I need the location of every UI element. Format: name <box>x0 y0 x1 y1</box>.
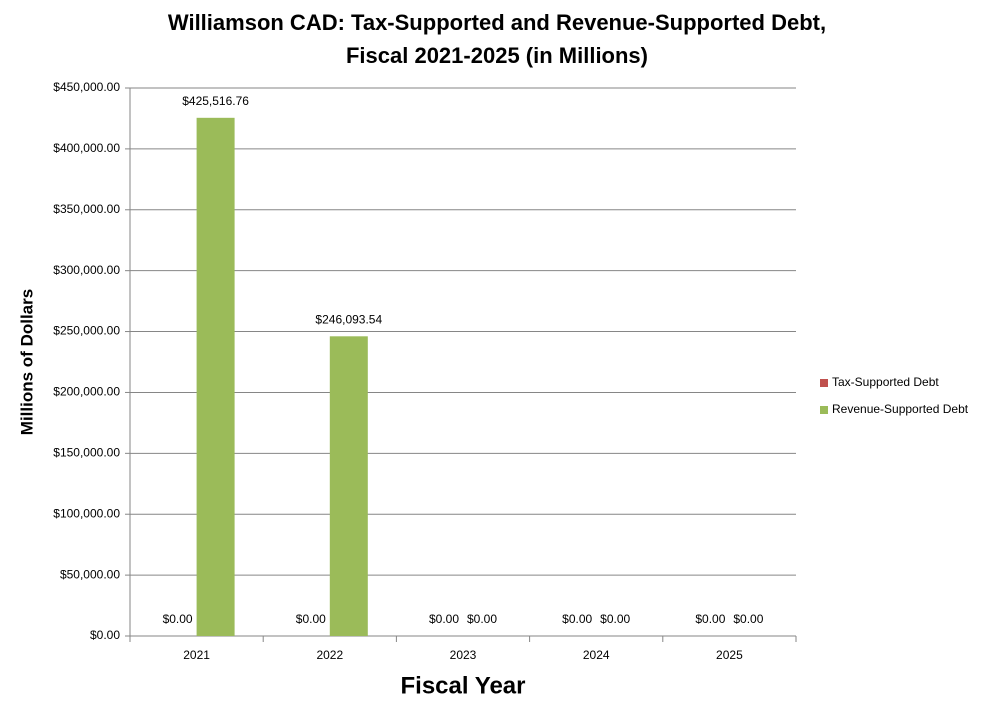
legend-label: Revenue-Supported Debt <box>832 402 969 416</box>
y-axis-label: Millions of Dollars <box>17 289 36 435</box>
y-tick-label: $400,000.00 <box>53 141 120 155</box>
x-tick-label: 2022 <box>316 648 343 662</box>
y-tick-label: $350,000.00 <box>53 202 120 216</box>
value-label: $425,516.76 <box>182 94 249 108</box>
x-tick-label: 2023 <box>450 648 477 662</box>
value-label: $0.00 <box>429 612 459 626</box>
value-label: $0.00 <box>467 612 497 626</box>
value-label: $0.00 <box>695 612 725 626</box>
bar <box>329 336 368 636</box>
x-tick-label: 2021 <box>183 648 210 662</box>
value-label: $0.00 <box>733 612 763 626</box>
x-axis-label: Fiscal Year <box>401 672 526 699</box>
y-tick-label: $450,000.00 <box>53 80 120 94</box>
x-tick-label: 2025 <box>716 648 743 662</box>
legend-label: Tax-Supported Debt <box>832 375 939 389</box>
value-label: $0.00 <box>600 612 630 626</box>
y-tick-label: $50,000.00 <box>60 567 120 581</box>
y-tick-label: $200,000.00 <box>53 385 120 399</box>
y-tick-label: $300,000.00 <box>53 263 120 277</box>
value-label: $0.00 <box>562 612 592 626</box>
value-label: $0.00 <box>163 612 193 626</box>
y-tick-label: $250,000.00 <box>53 324 120 338</box>
x-tick-label: 2024 <box>583 648 610 662</box>
bar <box>196 117 235 637</box>
chart-title: Williamson CAD: Tax-Supported and Revenu… <box>168 10 826 35</box>
chart-title: Fiscal 2021-2025 (in Millions) <box>346 43 648 68</box>
y-tick-label: $100,000.00 <box>53 506 120 520</box>
legend-swatch <box>820 379 828 387</box>
value-label: $0.00 <box>296 612 326 626</box>
value-label: $246,093.54 <box>315 312 382 326</box>
legend-swatch <box>820 406 828 414</box>
y-tick-label: $0.00 <box>90 628 120 642</box>
y-tick-label: $150,000.00 <box>53 446 120 460</box>
